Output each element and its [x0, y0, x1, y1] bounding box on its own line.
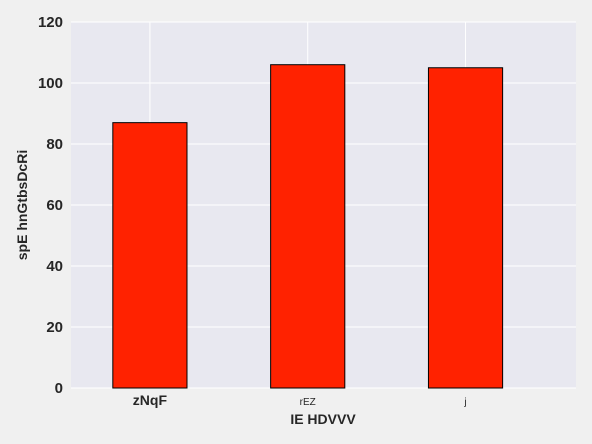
- bar-rEZ: [270, 64, 346, 389]
- y-tick-label: 40: [46, 258, 63, 275]
- x-axis-ticks: zNqF rEZ j: [133, 392, 467, 408]
- x-axis-title: IE HDVVV: [290, 411, 356, 427]
- x-tick-label: rEZ: [300, 397, 316, 408]
- y-tick-label: 80: [46, 136, 63, 153]
- y-tick-label: 60: [46, 197, 63, 214]
- y-axis-ticks: 0 20 40 60 80 100 120: [38, 14, 63, 397]
- bar-j: [427, 67, 504, 389]
- bars: [112, 64, 504, 389]
- y-tick-label: 20: [46, 319, 63, 336]
- y-tick-label: 120: [38, 14, 63, 31]
- x-tick-label: j: [463, 397, 466, 408]
- y-axis-title: spE hnGtbsDcRi: [14, 150, 30, 260]
- y-tick-label: 0: [55, 380, 63, 397]
- bar-zNqF: [112, 122, 188, 389]
- x-tick-label: zNqF: [133, 392, 168, 408]
- y-tick-label: 100: [38, 75, 63, 92]
